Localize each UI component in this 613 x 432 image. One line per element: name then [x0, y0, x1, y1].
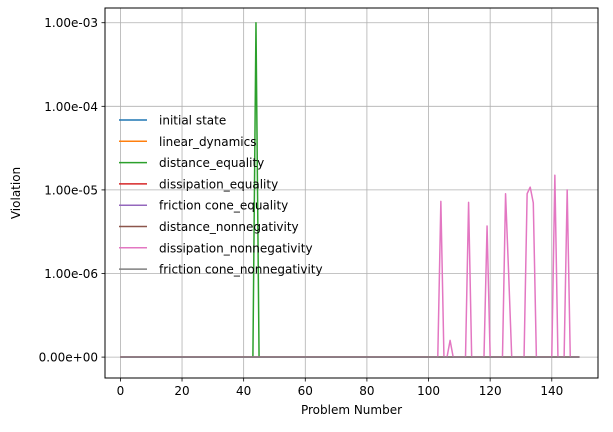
legend: initial state linear_dynamics distance_equ…	[119, 114, 323, 277]
legend-label: dissipation_equality	[159, 177, 278, 191]
y-tick-label: 0.00e+00	[39, 351, 98, 365]
series-lines	[120, 21, 580, 358]
x-tick-label: 100	[417, 384, 440, 398]
y-tick-label: 1.00e-06	[44, 267, 98, 281]
legend-label: friction cone_equality	[159, 199, 288, 213]
series-line	[120, 174, 580, 358]
y-axis-label: Violation	[9, 167, 23, 219]
grid-lines	[105, 8, 598, 378]
x-axis-label: Problem Number	[301, 403, 402, 417]
plot-frame	[104, 7, 599, 379]
legend-label: friction cone_nonnegativity	[159, 263, 323, 277]
legend-label: distance_equality	[159, 156, 264, 170]
legend-label: initial state	[159, 114, 226, 128]
y-tick-label: 1.00e-04	[44, 100, 98, 114]
y-axis-ticks: 0.00e+00 1.00e-06 1.00e-05 1.00e-04 1.00e-03	[39, 16, 105, 365]
x-tick-label: 40	[236, 384, 251, 398]
x-tick-label: 0	[117, 384, 125, 398]
x-tick-label: 140	[540, 384, 563, 398]
y-tick-label: 1.00e-03	[44, 16, 98, 30]
y-tick-label: 1.00e-05	[44, 183, 98, 197]
x-tick-label: 120	[479, 384, 502, 398]
legend-label: linear_dynamics	[159, 135, 257, 149]
x-tick-label: 20	[174, 384, 189, 398]
x-tick-label: 60	[298, 384, 313, 398]
legend-label: distance_nonnegativity	[159, 220, 299, 234]
x-axis-ticks: 0 20 40 60 80 100 120 140	[117, 378, 563, 398]
x-tick-label: 80	[359, 384, 374, 398]
legend-label: dissipation_nonnegativity	[159, 241, 313, 255]
